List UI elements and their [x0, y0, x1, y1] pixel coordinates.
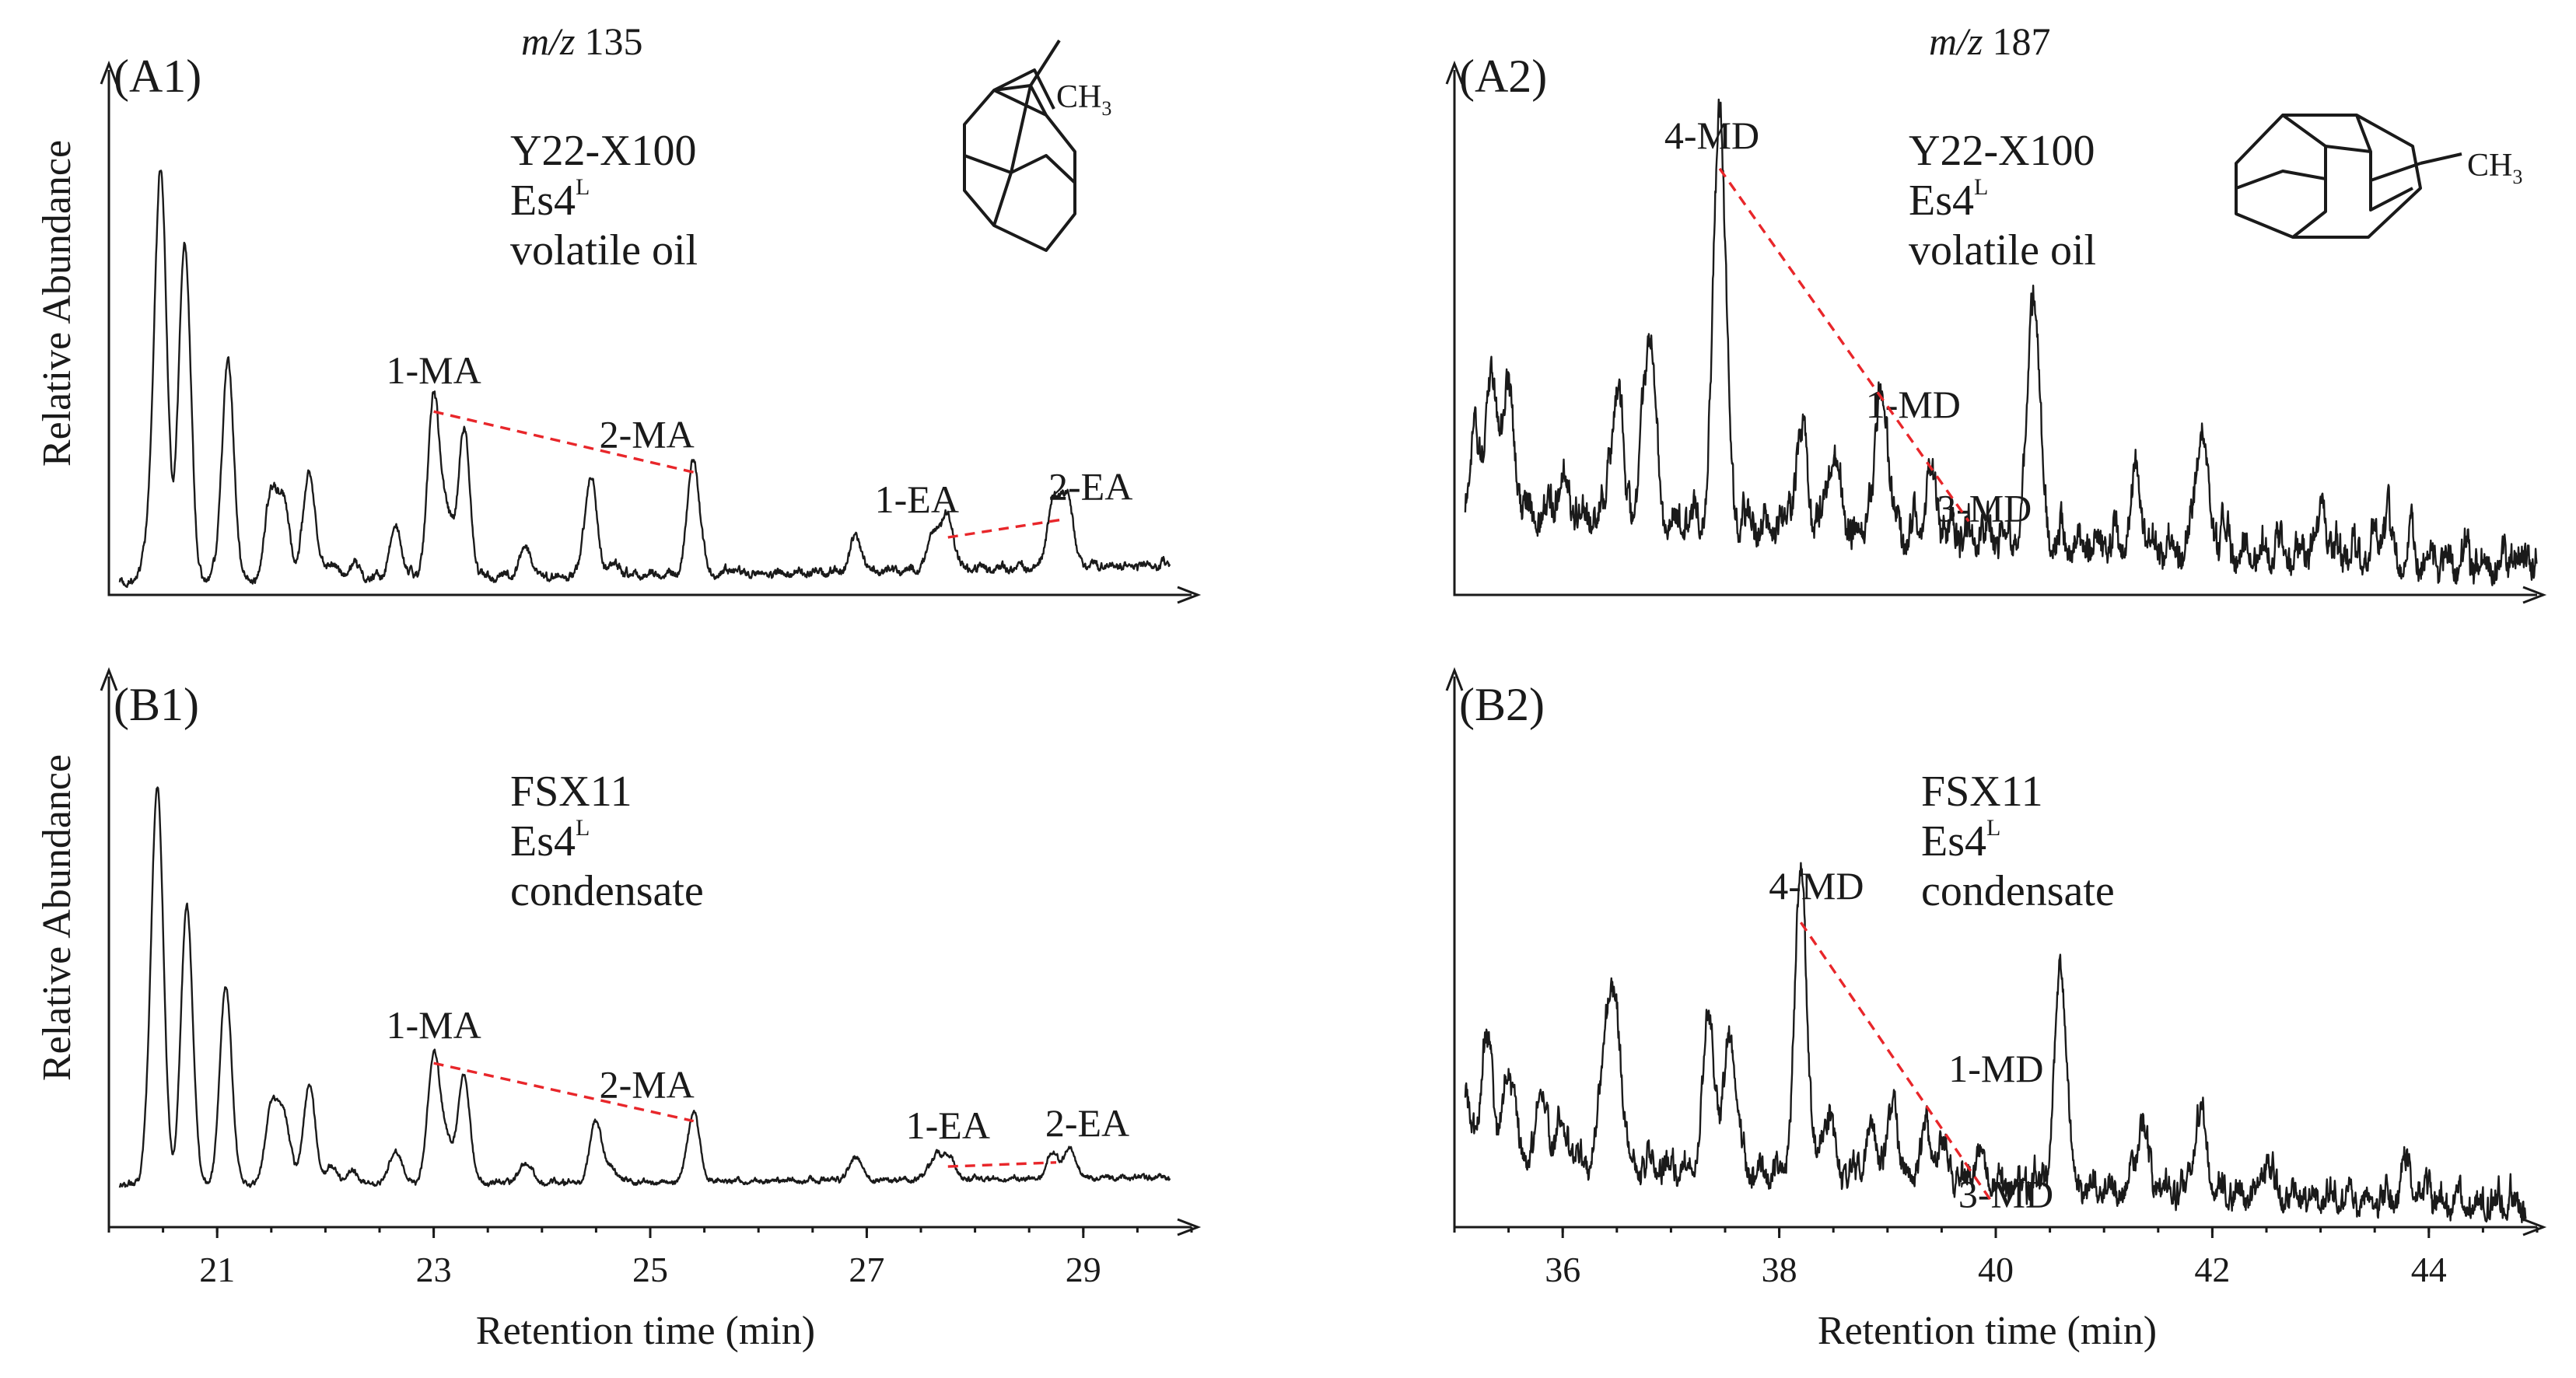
y-arrow-a2 [1445, 60, 1464, 85]
peak-label-a1-1: 2-MA [600, 412, 695, 456]
mz-header-right-value: 187 [1992, 19, 2050, 63]
panel-b2: (B2) FSX11 Es4L condensate 4-MD 1-MD 3-MD [1445, 666, 2547, 1236]
sample-name-b1: FSX11 [510, 768, 632, 816]
fluid-type-a2: volatile oil [1909, 226, 2096, 275]
axis-frame-a2 [1453, 70, 2537, 596]
panel-label-b1: (B1) [114, 679, 199, 730]
methyldiamantane-ch3: CH3 [2467, 148, 2522, 188]
formation-a2: Es4L [1909, 174, 1988, 225]
methyldiamantane-structure: CH3 [2235, 114, 2522, 239]
peak-label-b1-1: 2-MA [600, 1063, 695, 1107]
mz-header-right-italic: m/z [1929, 19, 1983, 63]
sample-name-a2: Y22-X100 [1909, 127, 2095, 175]
x-arrow-a1 [1177, 586, 1202, 604]
formation-sup-b1: L [576, 815, 590, 841]
peak-label-b1-2: 1-EA [906, 1103, 990, 1147]
trace-b1 [118, 786, 1171, 1188]
peak-label-a1-3: 2-EA [1048, 465, 1132, 509]
methyl-bond [1029, 39, 1061, 87]
fluid-type-b1: condensate [510, 867, 704, 915]
ratio-line-b1-1 [947, 1161, 1057, 1168]
x-right-tick-label-1: 38 [1762, 1250, 1797, 1289]
peak-label-b2-0: 4-MD [1769, 864, 1864, 908]
methyladamantane-structure: CH3 [963, 39, 1111, 252]
formation-name-b1: Es4 [510, 817, 576, 866]
methyldiamantane-cage [2235, 114, 2422, 239]
panel-b1: (B1) FSX11 Es4L condensate 1-MA 2-MA 1-EA 2… [100, 666, 1202, 1236]
methyladamantane-ch-label: CH [1056, 79, 1101, 115]
trace-a2 [1464, 98, 2538, 586]
peak-label-a2-1: 1-MD [1866, 383, 1961, 426]
methyldiamantane-ch-label: CH [2467, 148, 2512, 184]
fluid-type-b2: condensate [1921, 867, 2115, 915]
fluid-type-a1: volatile oil [510, 226, 698, 275]
peak-label-b1-0: 1-MA [386, 1003, 481, 1047]
y-arrow-b2 [1445, 666, 1464, 691]
x-left-tick-label-3: 27 [849, 1250, 884, 1289]
peak-label-a1-2: 1-EA [875, 477, 959, 521]
sample-name-a1: Y22-X100 [510, 127, 697, 175]
x-right-tick-label-3: 42 [2194, 1250, 2230, 1289]
mz-header-right: m/z 187 [1929, 19, 2050, 63]
ratio-line-a2-0 [1718, 167, 1970, 523]
x-ticks-left: 21 23 25 27 29 [107, 1227, 1193, 1289]
x-right-tick-label-4: 44 [2411, 1250, 2447, 1289]
formation-name-a1: Es4 [510, 177, 576, 225]
panel-label-a1: (A1) [114, 51, 201, 102]
x-left-tick-label-2: 25 [632, 1250, 668, 1289]
peak-label-b1-3: 2-EA [1045, 1101, 1129, 1145]
x-left-tick-label-4: 29 [1066, 1250, 1101, 1289]
x-ticks-right: 36 38 40 42 44 [1453, 1227, 2539, 1289]
methyladamantane-ch-sub: 3 [1101, 97, 1111, 120]
formation-sup-a1: L [576, 174, 590, 200]
x-arrow-a2 [2522, 586, 2547, 604]
x-left-tick-label-1: 23 [416, 1250, 452, 1289]
formation-b1: Es4L [510, 815, 590, 866]
formation-sup-b2: L [1986, 815, 2000, 841]
trace-a1 [118, 170, 1171, 588]
formation-sup-a2: L [1974, 174, 1988, 200]
panel-label-a2: (A2) [1459, 51, 1547, 102]
peak-label-a1-0: 1-MA [386, 348, 481, 392]
panel-label-b2: (B2) [1459, 679, 1545, 730]
y-axis-title-bottom: Relative Abundance [35, 754, 79, 1081]
x-right-tick-label-2: 40 [1978, 1250, 2014, 1289]
mz-header-left-value: 135 [584, 19, 642, 63]
axis-frame-b2 [1453, 677, 2537, 1229]
formation-b2: Es4L [1921, 815, 2000, 866]
sample-name-b2: FSX11 [1921, 768, 2043, 816]
methyladamantane-ch3: CH3 [1056, 79, 1111, 120]
ratio-line-b2-0 [1799, 922, 1992, 1201]
x-axis-title-right: Retention time (min) [1818, 1309, 2157, 1353]
x-left-tick-label-0: 21 [199, 1250, 235, 1289]
axis-frame-b1 [107, 677, 1192, 1229]
x-arrow-b1 [1177, 1218, 1202, 1236]
x-axis-title-left: Retention time (min) [476, 1309, 815, 1353]
formation-name-a2: Es4 [1909, 177, 1974, 225]
mz-header-left-italic: m/z [521, 19, 575, 63]
formation-a1: Es4L [510, 174, 590, 225]
peak-label-b2-2: 3-MD [1958, 1173, 2053, 1216]
ratio-line-a1-1 [947, 519, 1060, 539]
panel-a1: (A1) Y22-X100 Es4L volatile oil 1-MA 2-MA… [100, 51, 1202, 604]
y-axis-title-top: Relative Abundance [35, 140, 79, 467]
formation-name-b2: Es4 [1921, 817, 1986, 866]
methyldiamantane-methyl-bond [2420, 152, 2462, 165]
peak-label-b2-1: 1-MD [1948, 1047, 2043, 1090]
x-right-tick-label-0: 36 [1545, 1250, 1580, 1289]
panel-a2: (A2) Y22-X100 Es4L volatile oil 4-MD 1-MD… [1445, 51, 2547, 604]
y-arrow-a1 [100, 60, 118, 85]
peak-label-a2-0: 4-MD [1664, 114, 1759, 157]
axis-frame-a1 [107, 70, 1192, 596]
x-arrow-b2 [2522, 1218, 2547, 1236]
trace-b2 [1464, 862, 2527, 1223]
peak-label-a2-2: 3-MD [1937, 486, 2032, 530]
mz-header-left: m/z 135 [521, 19, 642, 63]
methyldiamantane-ch-sub: 3 [2512, 166, 2522, 188]
y-arrow-b1 [100, 666, 118, 691]
